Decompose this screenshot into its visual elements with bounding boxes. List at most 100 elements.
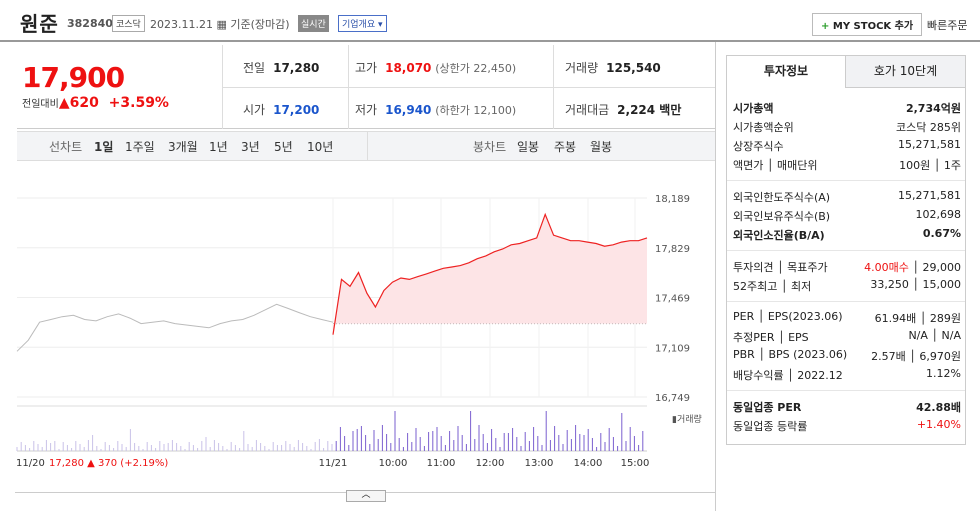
quick-order-button[interactable]: 빠른주문 [927,19,968,32]
x-tick-label: 13:00 [525,458,554,469]
tab-10year[interactable]: 10년 [307,140,334,154]
price-chart: 18,189 17,829 17,469 17,109 16,749 ▮거래량 11/21 1… [16,194,702,469]
info-label: 투자의견 │ 목표주가 [733,261,828,274]
today-line [332,212,648,335]
info-row: 외국인소진율(B/A) 0.67% [733,227,961,243]
info-value: +1.40% [916,418,961,431]
info-row: PER │ EPS(2023.06) 61.94배 │ 289원 [733,310,961,326]
x-tick-label: 14:00 [574,458,603,469]
live-badge[interactable]: 실시간 [298,15,329,32]
open-price: 시가 17,200 [243,103,320,117]
calendar-icon: ▦ [216,18,227,31]
info-row: 시가총액 2,734억원 [733,100,961,116]
info-value: 102,698 [915,208,962,221]
market-badge: 코스닥 [112,15,145,32]
today-area [333,214,647,335]
tab-investment-info[interactable]: 투자정보 [727,56,846,88]
info-value: 33,250 │ 15,000 [870,278,961,291]
candle-chart-label: 봉차트 [473,140,507,154]
my-stock-add-button[interactable]: + MY STOCK 추가 [812,13,923,36]
info-row: 배당수익률 │ 2022.12 1.12% [733,367,961,383]
info-label: PBR │ BPS (2023.06) [733,348,848,361]
info-row: 액면가 │ 매매단위 100원 │ 1주 [733,157,961,173]
info-label: 52주최고 │ 최저 [733,280,812,293]
info-row: 외국인한도주식수(A) 15,271,581 [733,189,961,205]
trade-amount: 거래대금 2,224 백만 [565,103,682,117]
info-label: 추정PER │ EPS [733,331,809,344]
low-price: 저가 16,940 (하한가 12,100) [355,103,517,117]
info-value: 4.00매수 │ 29,000 [864,261,961,274]
info-row: 외국인보유주식수(B) 102,698 [733,208,961,224]
stock-name: 원준 [20,12,59,36]
info-row: 동일업종 PER 42.88배 [733,399,961,415]
tab-1week[interactable]: 1주일 [125,140,155,154]
info-value: 코스닥 285위 [896,121,961,134]
info-row: 상장주식수 15,271,581 [733,138,961,154]
info-label: 배당수익률 │ 2022.12 [733,369,843,382]
info-label: 액면가 │ 매매단위 [733,159,818,172]
info-value: 100원 │ 1주 [899,159,961,172]
info-label: PER │ EPS(2023.06) [733,310,843,323]
tab-orderbook[interactable]: 호가 10단계 [846,56,965,88]
info-value: 2,734억원 [905,102,961,115]
separator [727,250,965,251]
info-label: 동일업종 등락률 [733,420,808,433]
info-label: 상장주식수 [733,140,784,153]
volume-legend: ▮거래량 [672,413,702,425]
x-tick-label: 11:00 [427,458,456,469]
info-row: 시가총액순위 코스닥 285위 [733,119,961,135]
tab-monthly[interactable]: 월봉 [590,140,613,154]
x-tick-label: 12:00 [476,458,505,469]
y-tick-label: 18,189 [655,194,690,205]
x-tick-label: 10:00 [379,458,408,469]
chart-tabs: 선차트 1일 1주일 3개월 1년 3년 5년 10년 봉차트 일봉 주봉 월봉 [17,131,715,161]
info-label: 외국인보유주식수(B) [733,210,831,223]
stock-header: 원준 382840 코스닥 2023.11.21 ▦ 기준(장마감) 실시간 기… [0,0,980,42]
tab-weekly[interactable]: 주봉 [554,140,577,154]
divider [715,42,716,511]
price-change: 전일대비▲620 +3.59% [22,95,169,111]
plus-icon: + [821,21,830,32]
line-chart-label: 선차트 [49,140,83,154]
tab-3year[interactable]: 3년 [241,140,260,154]
y-tick-label: 17,829 [655,244,690,255]
info-label: 외국인소진율(B/A) [733,229,825,242]
info-value: 0.67% [922,227,961,240]
info-value: 15,271,581 [898,189,961,202]
info-value: 2.57배 │ 6,970원 [871,350,961,363]
info-value: 15,271,581 [898,138,961,151]
info-label: 시가총액 [733,102,774,115]
separator [727,180,965,181]
chevron-up-icon: ︿ [361,490,371,500]
info-label: 시가총액순위 [733,121,794,134]
info-label: 외국인한도주식수(A) [733,191,831,204]
y-tick-label: 17,469 [655,294,690,305]
y-tick-label: 16,749 [655,393,690,404]
tab-daily[interactable]: 일봉 [517,140,540,154]
info-row: 투자의견 │ 목표주가 4.00매수 │ 29,000 [733,259,961,275]
collapse-button[interactable]: ︿ [346,490,386,502]
up-arrow-icon: ▲ [58,95,70,111]
stock-code: 382840 [67,17,113,30]
info-value: N/A │ N/A [908,329,961,342]
company-overview-button[interactable]: 기업개요 ▾ [338,15,387,32]
prev-close: 전일 17,280 [243,61,320,75]
prev-close-summary: 17,280 ▲ 370 (+2.19%) [49,458,168,469]
info-value: 61.94배 │ 289원 [874,312,961,325]
info-value: 1.12% [926,367,961,380]
high-price: 고가 18,070 (상한가 22,450) [355,61,517,75]
volume: 거래량 125,540 [565,61,661,75]
info-row: 추정PER │ EPS N/A │ N/A [733,329,961,345]
prev-date-label: 11/20 [16,458,45,469]
price-summary: 17,900 전일대비▲620 +3.59% 전일 17,280 시가 17,200… [17,45,715,129]
tab-5year[interactable]: 5년 [274,140,293,154]
info-label: 동일업종 PER [733,401,802,414]
info-row: 52주최고 │ 최저 33,250 │ 15,000 [733,278,961,294]
info-value: 42.88배 [916,401,961,414]
tab-1year[interactable]: 1년 [209,140,228,154]
tab-3month[interactable]: 3개월 [168,140,198,154]
separator [727,390,965,391]
y-tick-label: 17,109 [655,343,690,354]
tab-1day[interactable]: 1일 [94,140,114,154]
